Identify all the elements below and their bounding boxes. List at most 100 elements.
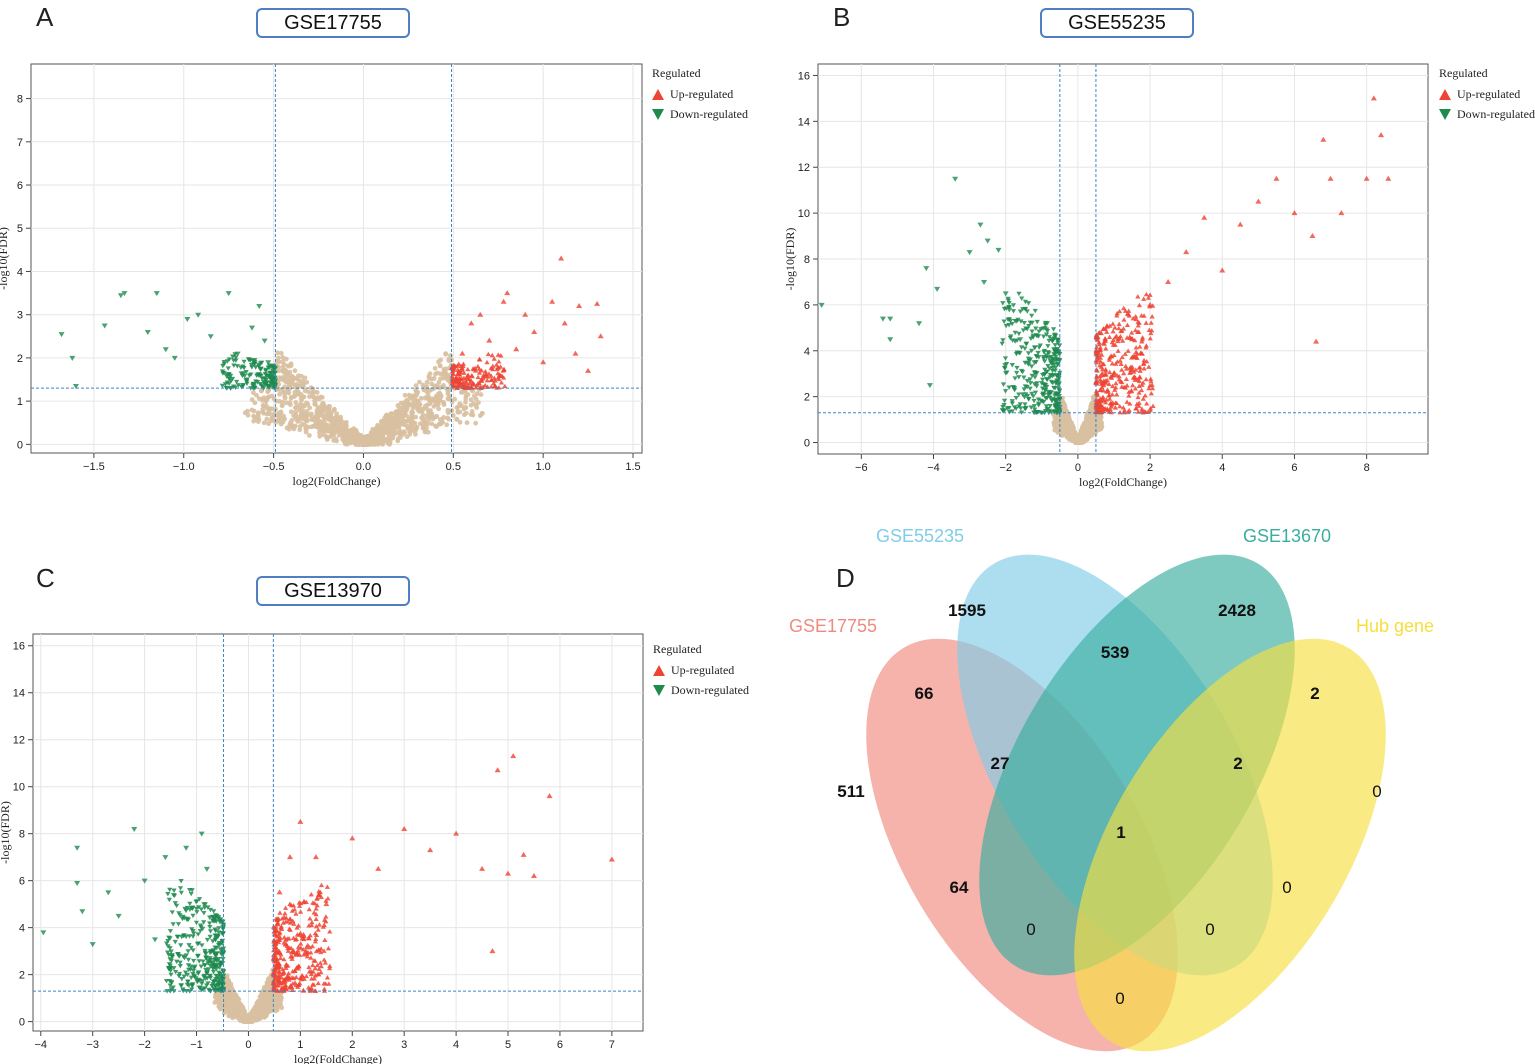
ns-point — [415, 402, 420, 408]
ns-point — [260, 409, 265, 415]
down-regulated-point — [117, 293, 124, 299]
ns-point — [400, 418, 406, 424]
ns-point — [215, 995, 221, 1001]
up-regulated-point — [453, 383, 459, 388]
y-tick-label: 12 — [798, 162, 810, 174]
ns-point — [420, 406, 425, 412]
ns-point — [430, 386, 436, 392]
down-regulated-point — [224, 374, 230, 379]
up-regulated-point — [502, 383, 508, 389]
ns-point — [1099, 424, 1105, 430]
ns-point — [427, 371, 433, 377]
ns-point — [1084, 422, 1090, 428]
ns-point — [409, 422, 415, 428]
ns-point — [325, 434, 331, 440]
down-regulated-point — [226, 357, 232, 362]
ns-point — [343, 426, 349, 432]
plot-frame — [32, 633, 644, 1032]
up-regulated-point — [585, 367, 592, 373]
ns-point — [333, 427, 338, 433]
ns-point — [278, 350, 284, 356]
ns-point — [331, 416, 337, 422]
ns-point — [1095, 416, 1101, 422]
up-regulated-point — [482, 382, 488, 388]
ns-point — [437, 385, 443, 391]
ns-point — [461, 412, 467, 418]
ns-point — [282, 390, 288, 396]
legend-b: Regulated Up-regulated Down-regulated — [1439, 66, 1535, 124]
up-regulated-point — [459, 367, 465, 373]
ns-point — [414, 392, 420, 398]
down-regulated-point — [233, 358, 239, 363]
y-tick-label: 1 — [17, 396, 23, 408]
y-tick-label: 2 — [804, 392, 810, 404]
y-tick-label: 2 — [17, 353, 23, 365]
up-regulated-point — [469, 373, 475, 379]
ns-point — [217, 1006, 223, 1012]
ns-point — [314, 423, 320, 428]
ns-point — [288, 409, 294, 415]
ns-point — [289, 418, 295, 423]
ns-point — [267, 406, 273, 412]
ns-point — [457, 419, 463, 425]
ns-point — [242, 410, 248, 416]
down-regulated-point — [260, 379, 267, 385]
ns-point — [344, 437, 350, 442]
ns-point — [410, 401, 416, 407]
down-regulated-point — [234, 351, 241, 357]
legend-b-title: Regulated — [1439, 66, 1488, 80]
ns-point — [406, 392, 412, 398]
ns-point — [377, 440, 383, 446]
ns-point — [342, 422, 348, 428]
up-regulated-point — [576, 303, 583, 309]
up-regulated-point — [496, 376, 502, 382]
ns-point — [400, 405, 406, 411]
up-regulated-point — [549, 298, 556, 304]
ns-point — [328, 425, 333, 431]
ns-point — [223, 1001, 229, 1006]
panel-b-letter: B — [833, 2, 851, 32]
ns-point — [291, 394, 297, 399]
legend-a-down: Down-regulated — [670, 106, 748, 121]
ns-point — [308, 424, 314, 430]
up-regulated-point — [597, 333, 604, 339]
down-regulated-point — [184, 317, 191, 323]
down-regulated-point — [238, 365, 244, 370]
ns-point — [290, 374, 295, 380]
volcano-plot-c: −4 −3 −2 −1 0 1 2 3 4 5 6 70246810121416log2(FoldCh… — [0, 633, 644, 1064]
ns-point — [386, 441, 391, 446]
ns-point — [225, 1007, 231, 1013]
ns-point — [295, 383, 301, 389]
ns-point — [299, 421, 305, 427]
ns-point — [255, 411, 261, 417]
ns-point — [254, 392, 259, 398]
legend-a: Regulated Up-regulated Down-regulated — [652, 66, 748, 124]
y-tick-label: 6 — [17, 180, 23, 192]
ns-point — [279, 403, 285, 409]
legend-c-down: Down-regulated — [671, 682, 749, 697]
ns-point — [443, 351, 449, 357]
ns-point — [262, 1005, 268, 1011]
down-regulated-point — [121, 291, 128, 297]
y-tick-label: 4 — [804, 346, 810, 358]
volcano-plot-b: −6 −4 −2 0 2 4 6 80246810121416log2(FoldChange)… — [783, 63, 1429, 489]
up-regulated-point — [450, 378, 456, 384]
down-regulated-point — [226, 376, 232, 382]
up-regulated-point — [531, 328, 538, 334]
ns-point — [280, 355, 286, 360]
ns-point — [267, 998, 272, 1004]
ns-point — [469, 409, 475, 414]
y-tick-label: 0 — [17, 439, 23, 451]
ns-point — [320, 432, 326, 438]
down-triangle-icon — [653, 684, 665, 696]
up-regulated-point — [476, 356, 482, 362]
ns-point — [368, 431, 374, 436]
ns-point — [261, 403, 267, 409]
down-regulated-point — [238, 384, 245, 390]
down-regulated-point — [101, 323, 108, 329]
up-regulated-point — [501, 366, 507, 372]
up-regulated-point — [513, 346, 520, 352]
ns-point — [417, 379, 422, 385]
y-tick-label: 6 — [804, 300, 810, 312]
ns-point — [229, 995, 235, 1001]
